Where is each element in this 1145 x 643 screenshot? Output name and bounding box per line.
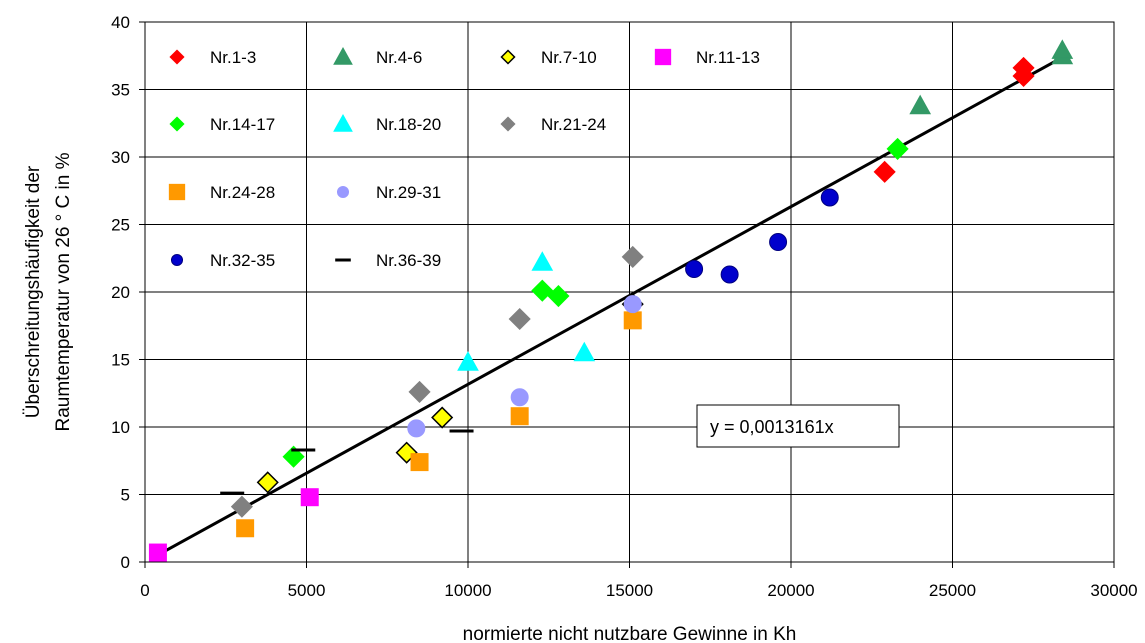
data-point-series-5 [886, 137, 909, 160]
legend: Nr.1-3 Nr.4-6 Nr.7-10 Nr.11-13 Nr.14-17 Nr.18… [168, 46, 760, 270]
y-tick-label: 35 [111, 81, 130, 100]
legend-label-8: Nr.24-28 [210, 183, 275, 202]
trendline [157, 56, 1064, 557]
y-axis-label-line2: Raumtemperatur von 26 ° C in % [53, 152, 74, 431]
data-point-series-7 [230, 495, 253, 518]
trendline-equation: y = 0,0013161x [710, 417, 834, 437]
data-point-series-6 [531, 251, 554, 271]
y-tick-label: 10 [111, 418, 130, 437]
legend-marker-5 [169, 116, 185, 132]
legend-marker-8 [168, 183, 186, 201]
data-point-series-3 [256, 471, 279, 494]
data-point-series-1 [873, 160, 896, 183]
data-point-series-5 [531, 279, 554, 302]
x-tick-label: 5000 [288, 581, 326, 600]
trendline-equation-box: y = 0,0013161x [696, 404, 900, 448]
legend-label-11: Nr.36-39 [376, 251, 441, 270]
y-tick-label: 15 [111, 351, 130, 370]
y-tick-label: 40 [111, 13, 130, 32]
data-points [148, 39, 1074, 562]
legend-marker-2 [333, 46, 353, 65]
y-axis-ticks: 0 5 10 15 20 25 30 35 40 [111, 13, 145, 572]
legend-label-10: Nr.32-35 [210, 251, 275, 270]
data-point-series-8 [410, 453, 429, 472]
data-point-series-2 [1051, 39, 1074, 59]
y-tick-label: 20 [111, 283, 130, 302]
trendline-group [157, 56, 1064, 557]
data-point-series-7 [408, 380, 431, 403]
data-point-series-4 [300, 488, 319, 507]
x-axis-label: normierte nicht nutzbare Gewinne in Kh [463, 624, 797, 643]
x-tick-label: 15000 [606, 581, 653, 600]
y-tick-label: 0 [121, 553, 130, 572]
data-point-series-9 [623, 295, 642, 314]
data-point-series-7 [621, 245, 644, 268]
x-tick-label: 10000 [444, 581, 491, 600]
data-point-series-10 [685, 260, 704, 279]
legend-marker-4 [654, 48, 672, 66]
legend-marker-9 [336, 185, 350, 199]
data-point-series-6 [457, 351, 479, 371]
y-tick-label: 30 [111, 148, 130, 167]
x-axis-ticks: 0 5000 10000 15000 20000 25000 30000 [140, 562, 1138, 600]
data-point-series-9 [407, 419, 426, 438]
legend-marker-1 [169, 49, 185, 65]
x-tick-label: 20000 [767, 581, 814, 600]
data-point-series-3 [431, 406, 454, 429]
legend-label-4: Nr.11-13 [696, 48, 760, 67]
data-point-series-2 [909, 94, 932, 115]
y-axis-label-line1: Überschreitungshäufigkeit der [23, 165, 44, 418]
data-point-series-7 [508, 307, 531, 331]
legend-marker-7 [500, 116, 516, 132]
legend-label-2: Nr.4-6 [376, 48, 422, 67]
y-tick-label: 25 [111, 216, 130, 235]
grid-lines [144, 21, 1115, 563]
y-tick-label: 5 [121, 486, 130, 505]
legend-label-5: Nr.14-17 [210, 115, 275, 134]
data-point-series-1 [1012, 56, 1035, 79]
legend-marker-6 [333, 113, 353, 132]
x-tick-label: 30000 [1090, 581, 1137, 600]
legend-label-9: Nr.29-31 [376, 183, 441, 202]
legend-label-1: Nr.1-3 [210, 48, 256, 67]
data-point-series-10 [820, 188, 839, 207]
legend-marker-3 [500, 49, 516, 65]
legend-label-3: Nr.7-10 [541, 48, 597, 67]
data-point-series-5 [547, 284, 570, 308]
data-point-series-8 [510, 407, 529, 426]
data-point-series-8 [623, 311, 642, 330]
x-tick-label: 0 [140, 581, 149, 600]
data-point-series-6 [573, 341, 596, 362]
data-point-series-4 [148, 543, 167, 562]
legend-marker-10 [170, 253, 184, 267]
data-point-series-8 [236, 519, 255, 538]
equation-frame [696, 404, 900, 448]
legend-label-6: Nr.18-20 [376, 115, 441, 134]
data-point-series-10 [720, 265, 739, 284]
legend-label-7: Nr.21-24 [541, 115, 606, 134]
data-point-series-9 [510, 388, 529, 407]
x-tick-label: 25000 [929, 581, 976, 600]
data-point-series-5 [282, 445, 305, 468]
data-point-series-10 [769, 233, 788, 252]
